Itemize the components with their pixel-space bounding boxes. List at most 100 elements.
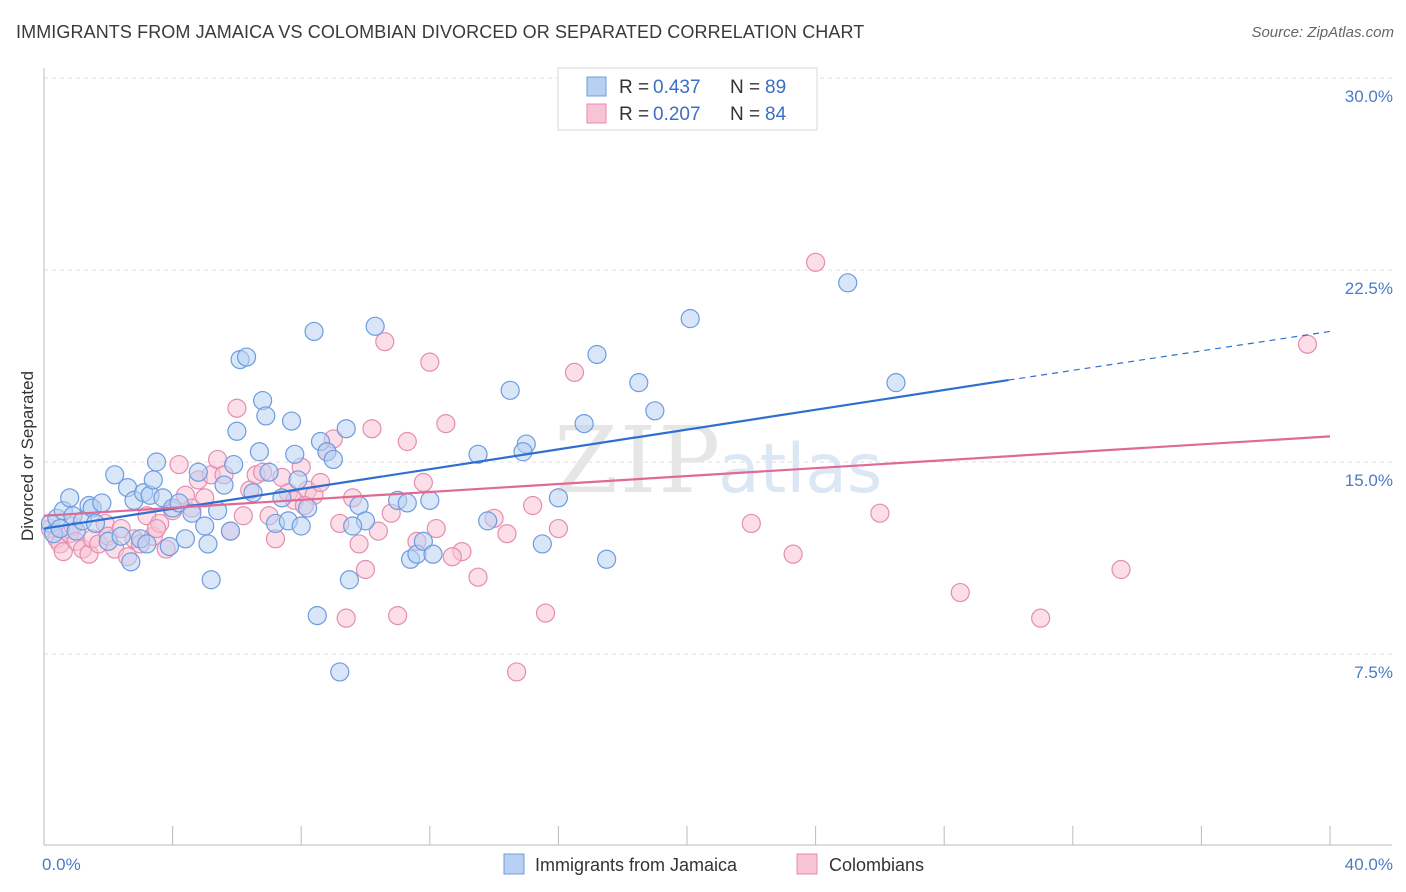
colombians-point-33 — [233, 506, 253, 526]
jamaica-point-24 — [159, 536, 179, 557]
jamaica-point-74 — [587, 344, 607, 365]
legend-n-value-blue: 89 — [765, 77, 786, 98]
stats-legend: R = 0.437 N = 89 R = 0.207 N = 84 — [557, 67, 818, 131]
jamaica-point-29 — [188, 462, 208, 482]
jamaica-point-58 — [336, 419, 356, 439]
jamaica-point-72 — [532, 534, 552, 554]
jamaica-point-85 — [137, 534, 157, 554]
x-tick-label-1: 40.0% — [1345, 855, 1393, 874]
colombians-point-3 — [53, 541, 73, 562]
colombians-point-73 — [741, 513, 761, 534]
jamaica-point-83 — [423, 544, 443, 564]
colombians-point-61 — [420, 352, 440, 372]
colombians-point-79 — [1111, 559, 1131, 580]
y-tick-labels: 7.5% 15.0% 22.5% 30.0% — [1345, 87, 1393, 682]
colombians-point-72 — [564, 362, 585, 382]
jamaica-point-15 — [111, 526, 131, 546]
legend-r-label-blue: R = — [619, 77, 649, 98]
colombians-point-51 — [349, 534, 369, 554]
jamaica-point-73 — [548, 488, 569, 508]
jamaica-point-50 — [291, 516, 311, 536]
jamaica-point-84 — [343, 516, 363, 536]
jamaica-point-34 — [220, 521, 241, 541]
jamaica-point-22 — [146, 452, 167, 472]
legend-n-label-pink: N = — [730, 104, 760, 125]
colombians-point-53 — [362, 419, 382, 439]
jamaica-point-87 — [397, 493, 417, 513]
bottom-legend-swatch-jamaica — [503, 853, 525, 875]
jamaica-point-42 — [256, 406, 276, 426]
jamaica-point-43 — [259, 462, 279, 482]
colombians-point-60 — [413, 472, 433, 493]
jamaica-point-67 — [420, 490, 440, 510]
colombians-point-49 — [336, 608, 356, 628]
jamaica-point-68 — [468, 444, 488, 464]
bottom-legend-label-jamaica: Immigrants from Jamaica — [535, 855, 738, 875]
colombians-point-63 — [436, 414, 456, 434]
colombians-point-68 — [507, 662, 527, 682]
y-tick-label-0: 7.5% — [1354, 663, 1393, 682]
jamaica-point-78 — [680, 309, 700, 329]
jamaica-point-69 — [478, 511, 498, 531]
colombians-point-67 — [497, 524, 517, 544]
colombians-point-71 — [548, 518, 569, 539]
jamaica-point-36 — [227, 421, 247, 441]
jamaica-point-70 — [500, 380, 520, 400]
jamaica-point-49 — [288, 470, 308, 490]
jamaica-point-79 — [838, 273, 858, 293]
y-tick-label-3: 30.0% — [1345, 87, 1393, 106]
colombians-point-83 — [442, 547, 462, 567]
jamaica-point-47 — [281, 411, 302, 431]
jamaica-point-80 — [886, 373, 906, 393]
legend-r-value-pink: 0.207 — [653, 104, 701, 125]
jamaica-point-52 — [304, 321, 324, 342]
x-tick-label-0: 0.0% — [42, 855, 81, 874]
jamaica-point-21 — [143, 470, 163, 490]
jamaica-point-76 — [629, 373, 649, 393]
jamaica-point-81 — [574, 414, 594, 434]
bottom-legend-swatch-colombians — [796, 853, 818, 875]
jamaica-point-39 — [243, 483, 263, 503]
legend-r-value-blue: 0.437 — [653, 77, 701, 98]
jamaica-point-28 — [182, 503, 202, 523]
colombians-point-55 — [375, 332, 395, 352]
colombians-point-62 — [426, 518, 446, 539]
trend-line-colombians — [43, 435, 1331, 517]
colombians-point-75 — [805, 252, 826, 272]
jamaica-point-66 — [413, 531, 433, 551]
series-legend: Immigrants from Jamaica Colombians — [503, 853, 924, 875]
axes — [43, 68, 1392, 846]
jamaica-point-86 — [198, 534, 218, 554]
jamaica-point-62 — [365, 316, 385, 336]
x-tick-labels: 0.0% 40.0% — [42, 855, 1393, 874]
jamaica-point-12 — [92, 493, 112, 513]
y-tick-label-1: 15.0% — [1345, 471, 1393, 490]
jamaica-point-53 — [307, 605, 327, 626]
grid-lines — [44, 77, 1392, 655]
trend-line-jamaica-extension — [1008, 330, 1331, 381]
colombians-point-54 — [368, 521, 388, 541]
colombians-point-23 — [169, 454, 189, 475]
colombians-point-65 — [468, 567, 488, 587]
jamaica-point-56 — [323, 449, 343, 470]
colombians-point-32 — [227, 398, 247, 418]
jamaica-point-31 — [201, 570, 221, 590]
bottom-legend-label-colombians: Colombians — [829, 855, 924, 875]
colombians-point-69 — [523, 495, 543, 516]
colombians-point-78 — [1031, 608, 1051, 628]
colombians-point-57 — [388, 605, 408, 626]
jamaica-point-33 — [214, 475, 234, 495]
jamaica-point-57 — [330, 662, 350, 682]
source-label: Source: ZipAtlas.com — [1251, 24, 1394, 41]
jamaica-point-48 — [285, 444, 305, 464]
jamaica-point-59 — [339, 570, 360, 590]
jamaica-point-75 — [597, 549, 617, 569]
x-ticks — [172, 826, 1331, 845]
jamaica-point-5 — [60, 488, 80, 508]
legend-n-value-pink: 84 — [765, 104, 787, 125]
jamaica-point-51 — [298, 498, 318, 518]
colombians-point-80 — [1297, 334, 1318, 354]
jamaica-point-35 — [224, 454, 244, 475]
colombians-point-81 — [146, 518, 167, 539]
